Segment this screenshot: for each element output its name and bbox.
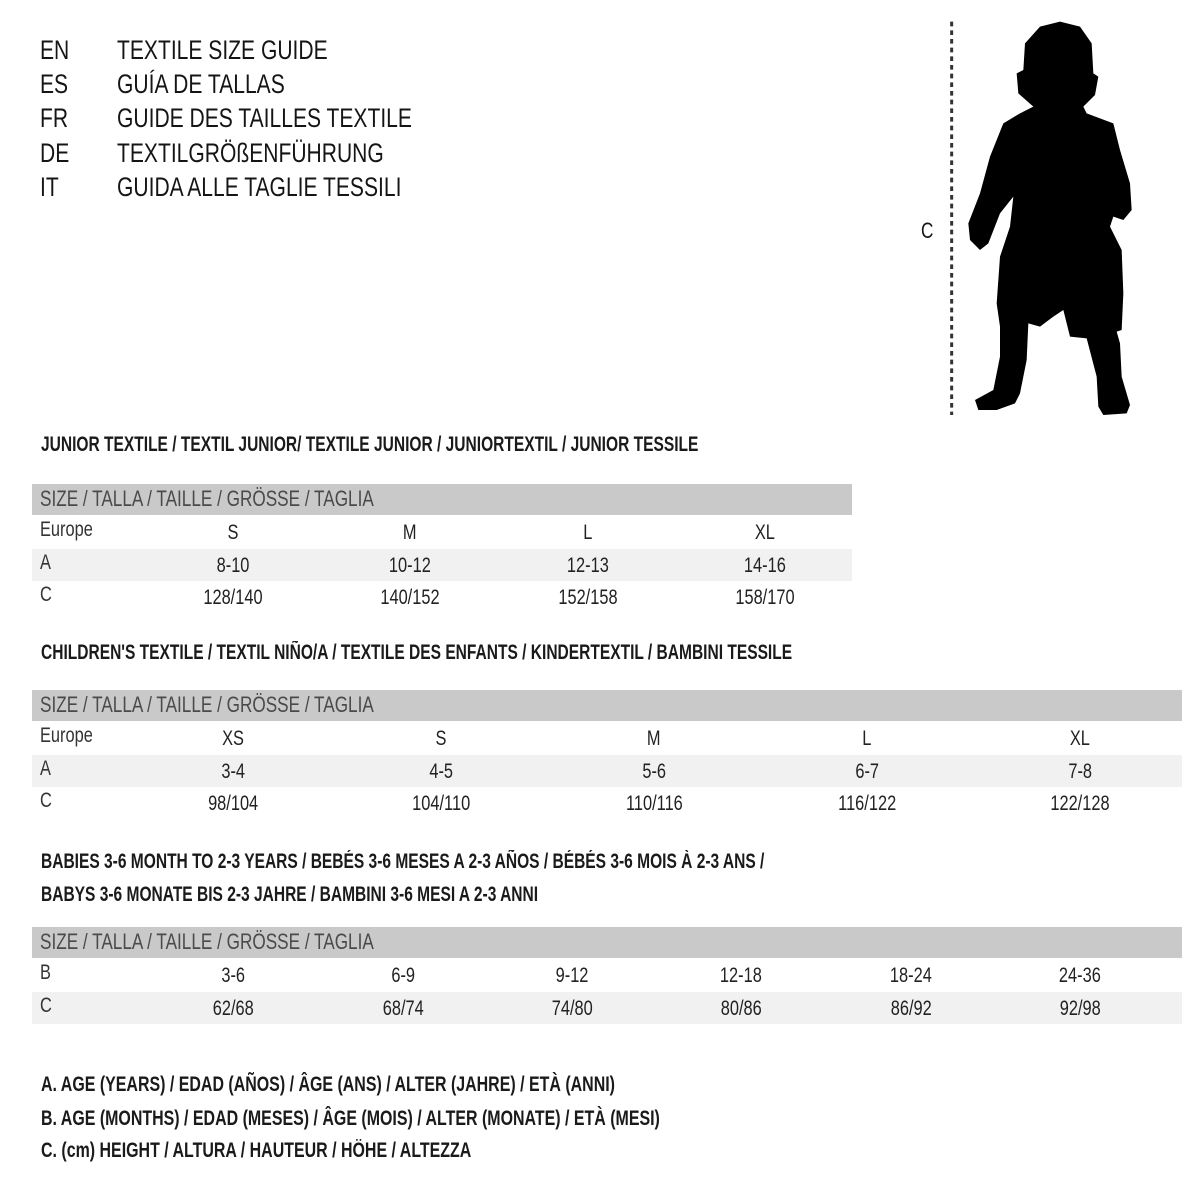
lang-title: TEXTILE SIZE GUIDE bbox=[117, 35, 328, 65]
table-cell: S bbox=[227, 521, 239, 544]
table-cell: M bbox=[647, 727, 661, 750]
row-label: C bbox=[40, 789, 52, 812]
table-cell: 116/122 bbox=[837, 792, 896, 815]
size-header-band bbox=[32, 484, 852, 515]
table-cell: XS bbox=[222, 727, 244, 750]
table-cell: 128/140 bbox=[203, 586, 263, 609]
table-cell: 12-18 bbox=[720, 964, 762, 987]
lang-title: GUIDE DES TAILLES TEXTILE bbox=[117, 103, 412, 133]
row-label: A bbox=[40, 550, 51, 574]
measure-label: C bbox=[921, 218, 934, 243]
size-header-label: SIZE / TALLA / TAILLE / GRÖSSE / TAGLIA bbox=[40, 692, 374, 717]
table-cell: 110/116 bbox=[625, 792, 683, 815]
table-cell: 10-12 bbox=[389, 553, 431, 577]
lang-code: EN bbox=[40, 35, 70, 65]
table-cell: 3-4 bbox=[221, 759, 245, 783]
section-title-babies-line2: BABYS 3-6 MONATE BIS 2-3 JAHRE / BAMBINI… bbox=[41, 883, 539, 906]
table-cell: M bbox=[403, 521, 417, 544]
table-cell: 80/86 bbox=[720, 996, 762, 1020]
table-cell: 68/74 bbox=[382, 996, 424, 1020]
size-header-band bbox=[32, 690, 1182, 721]
section-title-babies: BABIES 3-6 MONTH TO 2-3 YEARS / BEBÉS 3-… bbox=[41, 850, 765, 873]
child-silhouette-shape bbox=[968, 21, 1132, 416]
table-cell: 152/158 bbox=[558, 586, 618, 609]
table-cell: 18-24 bbox=[890, 964, 932, 987]
table-cell: 122/128 bbox=[1050, 792, 1110, 815]
table-cell: 74/80 bbox=[551, 996, 593, 1020]
table-cell: 86/92 bbox=[890, 996, 932, 1020]
child-silhouette-icon bbox=[950, 21, 1132, 416]
row-label: A bbox=[40, 756, 51, 780]
legend-b: B. AGE (MONTHS) / EDAD (MESES) / ÂGE (MO… bbox=[41, 1107, 660, 1130]
table-cell: 7-8 bbox=[1068, 759, 1092, 783]
table-cell: 24-36 bbox=[1059, 964, 1101, 987]
lang-title: GUÍA DE TALLAS bbox=[117, 69, 285, 99]
table-cell: 6-7 bbox=[855, 759, 879, 783]
table-cell: XL bbox=[754, 521, 776, 544]
table-cell: 3-6 bbox=[221, 964, 245, 987]
table-cell: 12-13 bbox=[567, 553, 609, 577]
table-cell: 62/68 bbox=[212, 996, 254, 1020]
table-cell: 4-5 bbox=[429, 759, 453, 783]
alt-row-background bbox=[32, 991, 1182, 1024]
table-cell: L bbox=[862, 727, 872, 750]
table-cell: 8-10 bbox=[216, 553, 250, 577]
table-cell: 98/104 bbox=[207, 792, 259, 815]
table-cell: L bbox=[583, 521, 593, 544]
row-label: Europe bbox=[40, 518, 93, 541]
row-label: C bbox=[40, 993, 52, 1017]
table-cell: 5-6 bbox=[642, 759, 666, 783]
size-header-band bbox=[32, 927, 1182, 958]
lang-title: TEXTILGRÖßENFÜHRUNG bbox=[117, 138, 384, 168]
lang-code: ES bbox=[40, 69, 69, 99]
table-cell: 104/110 bbox=[411, 792, 470, 815]
table-cell: 92/98 bbox=[1059, 996, 1101, 1020]
lang-title: GUIDA ALLE TAGLIE TESSILI bbox=[117, 172, 402, 202]
table-cell: 140/152 bbox=[380, 586, 440, 609]
section-title-children: CHILDREN'S TEXTILE / TEXTIL NIÑO/A / TEX… bbox=[41, 641, 793, 664]
lang-code: IT bbox=[40, 172, 59, 202]
table-cell: 158/170 bbox=[735, 586, 795, 609]
row-label: C bbox=[40, 583, 52, 606]
size-header-label: SIZE / TALLA / TAILLE / GRÖSSE / TAGLIA bbox=[40, 486, 374, 511]
lang-code: DE bbox=[40, 138, 70, 168]
table-cell: 14-16 bbox=[744, 553, 786, 577]
section-title-junior: JUNIOR TEXTILE / TEXTIL JUNIOR/ TEXTILE … bbox=[41, 433, 699, 456]
alt-row-background bbox=[32, 548, 852, 581]
table-cell: 9-12 bbox=[555, 964, 589, 987]
row-label: B bbox=[40, 961, 51, 984]
table-cell: 6-9 bbox=[391, 964, 415, 987]
table-cell: S bbox=[435, 727, 447, 750]
legend-c: C. (cm) HEIGHT / ALTURA / HAUTEUR / HÖHE… bbox=[41, 1139, 472, 1162]
alt-row-background bbox=[32, 754, 1182, 787]
table-cell: XL bbox=[1069, 727, 1091, 750]
legend-a: A. AGE (YEARS) / EDAD (AÑOS) / ÂGE (ANS)… bbox=[41, 1073, 615, 1096]
size-header-label: SIZE / TALLA / TAILLE / GRÖSSE / TAGLIA bbox=[40, 929, 374, 954]
lang-code: FR bbox=[40, 103, 69, 133]
row-label: Europe bbox=[40, 724, 93, 747]
